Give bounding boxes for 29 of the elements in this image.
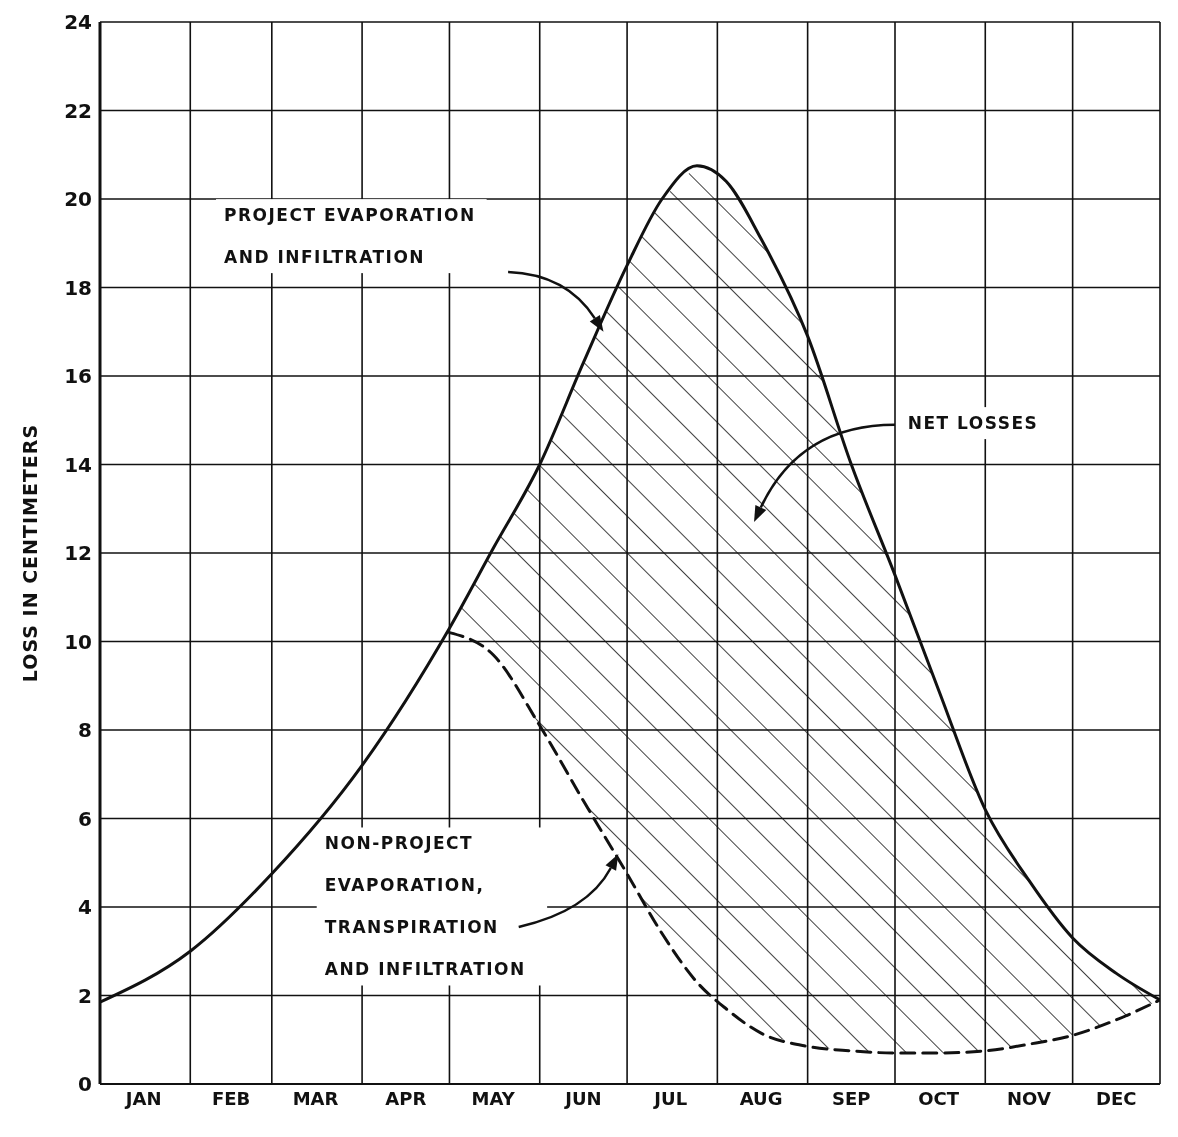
text: NON-PROJECT EVAPORATION, TRANSPIRATION AND INFILTRATION: [324, 833, 526, 980]
x-tick-label: APR: [385, 1087, 427, 1109]
y-tick-label: 10: [64, 629, 92, 654]
y-tick-label: 4: [78, 895, 92, 920]
y-tick-label: 8: [78, 718, 92, 743]
x-tick-label: NOV: [1007, 1087, 1051, 1109]
y-tick-label: 12: [64, 541, 92, 566]
x-tick-label: DEC: [1096, 1087, 1137, 1109]
y-tick-label: 0: [78, 1072, 92, 1097]
x-tick-label: AUG: [739, 1087, 783, 1109]
y-tick-label: 2: [78, 983, 92, 1008]
x-tick-label: JUN: [563, 1087, 602, 1109]
x-tick-label: FEB: [211, 1087, 251, 1109]
x-tick-label: JUL: [652, 1087, 688, 1109]
x-tick-label: JAN: [123, 1087, 162, 1109]
text: PROJECT EVAPORATION AND INFILTRATION: [224, 205, 476, 268]
y-tick-label: 6: [78, 806, 92, 831]
y-tick-label: 18: [64, 275, 92, 300]
x-tick-label: MAR: [292, 1087, 339, 1109]
x-tick-label: SEP: [832, 1087, 871, 1109]
y-tick-label: 24: [64, 10, 92, 35]
y-tick-label: 14: [64, 452, 92, 477]
y-tick-label: 22: [64, 98, 92, 123]
y-tick-label: 20: [64, 187, 92, 212]
x-tick-label: MAY: [471, 1087, 516, 1109]
annotation: NET LOSSES: [907, 413, 1039, 434]
y-tick-label: 16: [64, 364, 92, 389]
y-axis-title: LOSS IN CENTIMETERS: [18, 423, 41, 683]
x-tick-label: OCT: [918, 1087, 960, 1109]
